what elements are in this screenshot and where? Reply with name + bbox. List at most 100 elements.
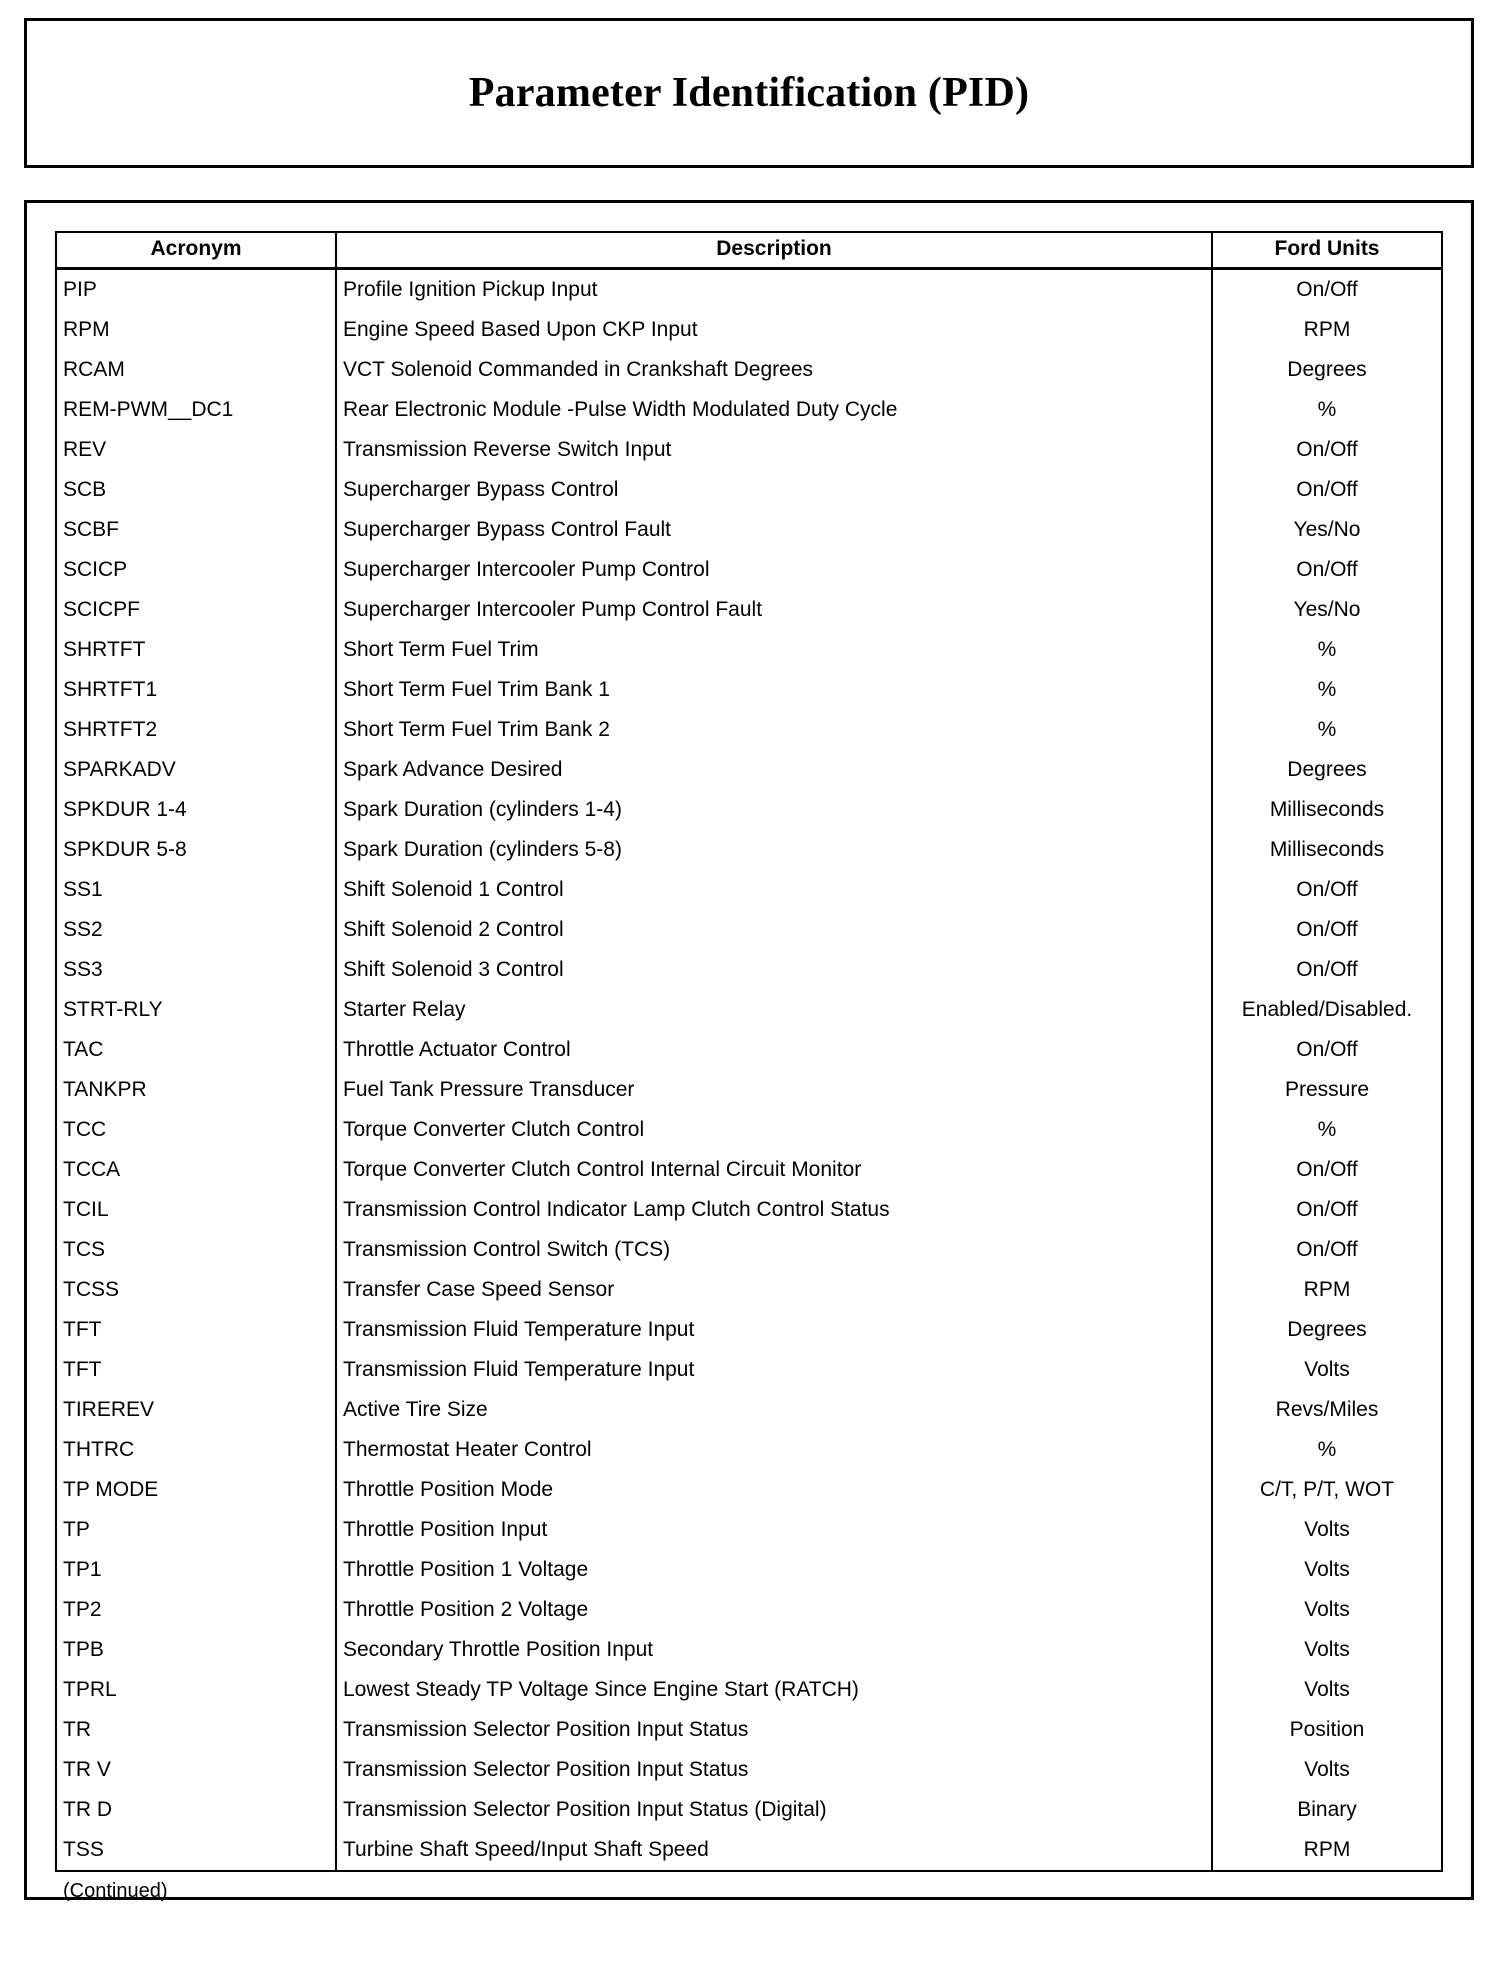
cell-description: Thermostat Heater Control: [335, 1430, 1213, 1471]
table-row: SPKDUR 1-4 Spark Duration (cylinders 1-4)…: [56, 790, 1442, 831]
table-row: SCBF Supercharger Bypass Control Fault Yes…: [56, 510, 1442, 551]
cell-ford-units: Position: [1211, 1710, 1442, 1751]
cell-description: Turbine Shaft Speed/Input Shaft Speed: [335, 1830, 1213, 1872]
cell-description: Secondary Throttle Position Input: [335, 1630, 1213, 1671]
table-row: RCAM VCT Solenoid Commanded in Crankshaft…: [56, 350, 1442, 391]
column-header-acronym: Acronym: [56, 232, 337, 271]
table-row: SS3 Shift Solenoid 3 Control On/Off: [56, 950, 1442, 991]
cell-ford-units: Milliseconds: [1211, 830, 1442, 871]
cell-acronym: TP: [56, 1510, 337, 1551]
cell-ford-units: Volts: [1211, 1510, 1442, 1551]
cell-acronym: SCB: [56, 470, 337, 511]
cell-acronym: TPB: [56, 1630, 337, 1671]
table-row: TFT Transmission Fluid Temperature Input V…: [56, 1350, 1442, 1391]
cell-description: Short Term Fuel Trim Bank 1: [335, 670, 1213, 711]
table-header-row: Acronym Description Ford Units: [56, 232, 1442, 271]
cell-description: Torque Converter Clutch Control: [335, 1110, 1213, 1151]
cell-acronym: RPM: [56, 310, 337, 351]
cell-ford-units: Volts: [1211, 1750, 1442, 1791]
cell-acronym: TCCA: [56, 1150, 337, 1191]
cell-ford-units: On/Off: [1211, 950, 1442, 991]
cell-description: Transmission Selector Position Input Sta…: [335, 1750, 1213, 1791]
cell-acronym: SS3: [56, 950, 337, 991]
cell-description: Shift Solenoid 1 Control: [335, 870, 1213, 911]
table-row: TR V Transmission Selector Position Input…: [56, 1750, 1442, 1791]
cell-description: Throttle Position 2 Voltage: [335, 1590, 1213, 1631]
cell-ford-units: Volts: [1211, 1630, 1442, 1671]
table-row: SHRTFT Short Term Fuel Trim%: [56, 630, 1442, 671]
cell-description: Throttle Position Mode: [335, 1470, 1213, 1511]
table-row: TP2 Throttle Position 2 Voltage Volts: [56, 1590, 1442, 1631]
cell-description: Spark Duration (cylinders 1-4): [335, 790, 1213, 831]
table-row: TAC Throttle Actuator Control On/Off: [56, 1030, 1442, 1071]
cell-acronym: SCBF: [56, 510, 337, 551]
cell-description: Active Tire Size: [335, 1390, 1213, 1431]
cell-ford-units: Yes/No: [1211, 510, 1442, 551]
table-row: TP Throttle Position Input Volts: [56, 1510, 1442, 1551]
table-row: RPM Engine Speed Based Upon CKP Input RPM: [56, 310, 1442, 351]
column-header-description: Description: [335, 232, 1213, 271]
table-row: SCICP Supercharger Intercooler Pump Contr…: [56, 550, 1442, 591]
cell-ford-units: Yes/No: [1211, 590, 1442, 631]
table-row: SS1 Shift Solenoid 1 Control On/Off: [56, 870, 1442, 911]
table-row: SPKDUR 5-8 Spark Duration (cylinders 5-8)…: [56, 830, 1442, 871]
cell-description: Supercharger Bypass Control: [335, 470, 1213, 511]
cell-description: Throttle Actuator Control: [335, 1030, 1213, 1071]
cell-ford-units: %: [1211, 1110, 1442, 1151]
column-header-ford-units: Ford Units: [1211, 232, 1442, 271]
cell-acronym: SPKDUR 1-4: [56, 790, 337, 831]
table-row: TCSS Transfer Case Speed Sensor RPM: [56, 1270, 1442, 1311]
cell-acronym: TR D: [56, 1790, 337, 1831]
cell-acronym: TCIL: [56, 1190, 337, 1231]
cell-acronym: SHRTFT2: [56, 710, 337, 751]
cell-description: Profile Ignition Pickup Input: [335, 268, 1213, 311]
cell-ford-units: On/Off: [1211, 910, 1442, 951]
cell-ford-units: %: [1211, 390, 1442, 431]
cell-description: Fuel Tank Pressure Transducer: [335, 1070, 1213, 1111]
cell-ford-units: %: [1211, 1430, 1442, 1471]
cell-description: Starter Relay: [335, 990, 1213, 1031]
cell-acronym: TCS: [56, 1230, 337, 1271]
table-row: PIP Profile Ignition Pickup Input On/Off: [56, 268, 1442, 311]
cell-ford-units: RPM: [1211, 310, 1442, 351]
cell-description: Transmission Reverse Switch Input: [335, 430, 1213, 471]
table-row: SPARKADV Spark Advance Desired Degrees: [56, 750, 1442, 791]
cell-ford-units: %: [1211, 630, 1442, 671]
cell-description: Transmission Control Switch (TCS): [335, 1230, 1213, 1271]
cell-acronym: TSS: [56, 1830, 337, 1872]
cell-description: Spark Duration (cylinders 5-8): [335, 830, 1213, 871]
pid-table: Acronym Description Ford Units PIP Profil…: [55, 231, 1443, 1873]
cell-description: Transmission Fluid Temperature Input: [335, 1350, 1213, 1391]
page-title: Parameter Identification (PID): [468, 70, 1030, 116]
cell-ford-units: On/Off: [1211, 870, 1442, 911]
cell-description: Supercharger Intercooler Pump Control: [335, 550, 1213, 591]
table-row: TCIL Transmission Control Indicator Lamp …: [56, 1190, 1442, 1231]
cell-description: Shift Solenoid 3 Control: [335, 950, 1213, 991]
cell-description: Transmission Selector Position Input Sta…: [335, 1790, 1213, 1831]
cell-description: Spark Advance Desired: [335, 750, 1213, 791]
table-row: SCB Supercharger Bypass Control On/Off: [56, 470, 1442, 511]
cell-ford-units: Enabled/Disabled.: [1211, 990, 1442, 1031]
cell-description: Throttle Position 1 Voltage: [335, 1550, 1213, 1591]
table-body: PIP Profile Ignition Pickup Input On/Off RP…: [56, 268, 1442, 1872]
table-row: TIREREV Active Tire Size Revs/Miles: [56, 1390, 1442, 1431]
cell-acronym: TFT: [56, 1310, 337, 1351]
cell-ford-units: %: [1211, 710, 1442, 751]
cell-acronym: TR V: [56, 1750, 337, 1791]
cell-acronym: TR: [56, 1710, 337, 1751]
cell-acronym: TPRL: [56, 1670, 337, 1711]
cell-acronym: SPKDUR 5-8: [56, 830, 337, 871]
table-row: TR D Transmission Selector Position Input…: [56, 1790, 1442, 1831]
cell-ford-units: On/Off: [1211, 1150, 1442, 1191]
cell-acronym: SHRTFT1: [56, 670, 337, 711]
cell-acronym: TANKPR: [56, 1070, 337, 1111]
table-row: SHRTFT1 Short Term Fuel Trim Bank 1%: [56, 670, 1442, 711]
cell-acronym: TFT: [56, 1350, 337, 1391]
cell-acronym: REM-PWM__DC1: [56, 390, 337, 431]
cell-ford-units: Volts: [1211, 1670, 1442, 1711]
cell-description: Lowest Steady TP Voltage Since Engine St…: [335, 1670, 1213, 1711]
cell-acronym: TAC: [56, 1030, 337, 1071]
cell-ford-units: Degrees: [1211, 1310, 1442, 1351]
cell-ford-units: Volts: [1211, 1590, 1442, 1631]
